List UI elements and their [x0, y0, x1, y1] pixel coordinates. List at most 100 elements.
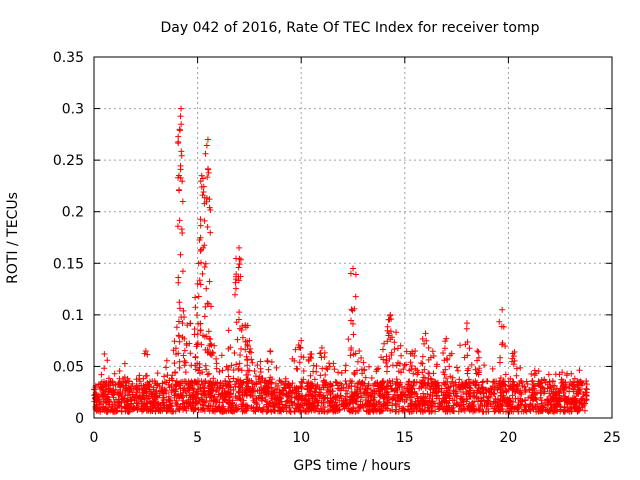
data-point [571, 404, 578, 411]
data-point [436, 399, 443, 406]
data-point [142, 403, 149, 410]
data-point [563, 384, 570, 391]
y-tick-label: 0 [75, 411, 84, 427]
data-point [193, 312, 200, 319]
data-point [427, 354, 434, 361]
data-point [421, 380, 428, 387]
data-point [406, 367, 413, 374]
data-point [202, 260, 209, 267]
data-point [128, 396, 135, 403]
data-point [334, 382, 341, 389]
data-point [236, 244, 243, 251]
data-point [175, 333, 182, 340]
data-point [193, 379, 200, 386]
data-point [98, 371, 105, 378]
data-point [518, 391, 525, 398]
data-point [494, 386, 501, 393]
data-point [257, 368, 264, 375]
data-point [235, 277, 242, 284]
data-point [326, 363, 333, 370]
data-point [383, 389, 390, 396]
data-point [528, 371, 535, 378]
data-point [233, 378, 240, 385]
data-point [481, 362, 488, 369]
data-point [365, 382, 372, 389]
data-point [352, 293, 359, 300]
data-point [410, 370, 417, 377]
data-point [240, 397, 247, 404]
data-point [180, 387, 187, 394]
data-point [429, 380, 436, 387]
data-point [457, 395, 464, 402]
data-point [391, 339, 398, 346]
data-point [307, 372, 314, 379]
data-point [542, 406, 549, 413]
data-point [439, 398, 446, 405]
data-point [568, 370, 575, 377]
data-point [244, 341, 251, 348]
data-point [510, 398, 517, 405]
data-point [408, 362, 415, 369]
data-point [172, 391, 179, 398]
data-point [258, 397, 265, 404]
data-point [476, 365, 483, 372]
data-point [428, 376, 435, 383]
data-point [369, 407, 376, 414]
data-point [491, 398, 498, 405]
data-point [102, 405, 109, 412]
data-point [181, 347, 188, 354]
data-point [356, 347, 363, 354]
data-point [339, 400, 346, 407]
data-point [300, 367, 307, 374]
data-point [296, 392, 303, 399]
data-point [425, 344, 432, 351]
data-point [213, 406, 220, 413]
data-point [455, 408, 462, 415]
data-point [317, 391, 324, 398]
data-point [490, 390, 497, 397]
data-point [298, 337, 305, 344]
data-point [508, 358, 515, 365]
data-point [204, 174, 211, 181]
data-point [244, 362, 251, 369]
data-point [342, 377, 349, 384]
data-point [197, 234, 204, 241]
data-point [434, 392, 441, 399]
data-point [574, 381, 581, 388]
data-point [241, 408, 248, 415]
data-point [336, 385, 343, 392]
data-point [205, 166, 212, 173]
data-point [210, 407, 217, 414]
data-point [352, 271, 359, 278]
data-point [140, 392, 147, 399]
data-point [243, 376, 250, 383]
data-point [187, 383, 194, 390]
data-point [545, 371, 552, 378]
data-point [246, 337, 253, 344]
data-point [531, 372, 538, 379]
data-point [250, 387, 257, 394]
data-point [371, 391, 378, 398]
data-point [306, 406, 313, 413]
data-point [148, 390, 155, 397]
data-point [348, 394, 355, 401]
data-point [116, 389, 123, 396]
data-point [247, 345, 254, 352]
data-point [251, 381, 258, 388]
data-point [92, 403, 99, 410]
data-point [127, 394, 134, 401]
data-point [549, 378, 556, 385]
data-point [204, 224, 211, 231]
data-point [249, 359, 256, 366]
data-point [500, 392, 507, 399]
data-point [270, 389, 277, 396]
data-point [200, 332, 207, 339]
data-point [538, 397, 545, 404]
data-point [349, 320, 356, 327]
data-point [347, 352, 354, 359]
data-point [491, 408, 498, 415]
data-point [223, 408, 230, 415]
data-point [384, 394, 391, 401]
data-point [207, 206, 214, 213]
data-point [175, 274, 182, 281]
